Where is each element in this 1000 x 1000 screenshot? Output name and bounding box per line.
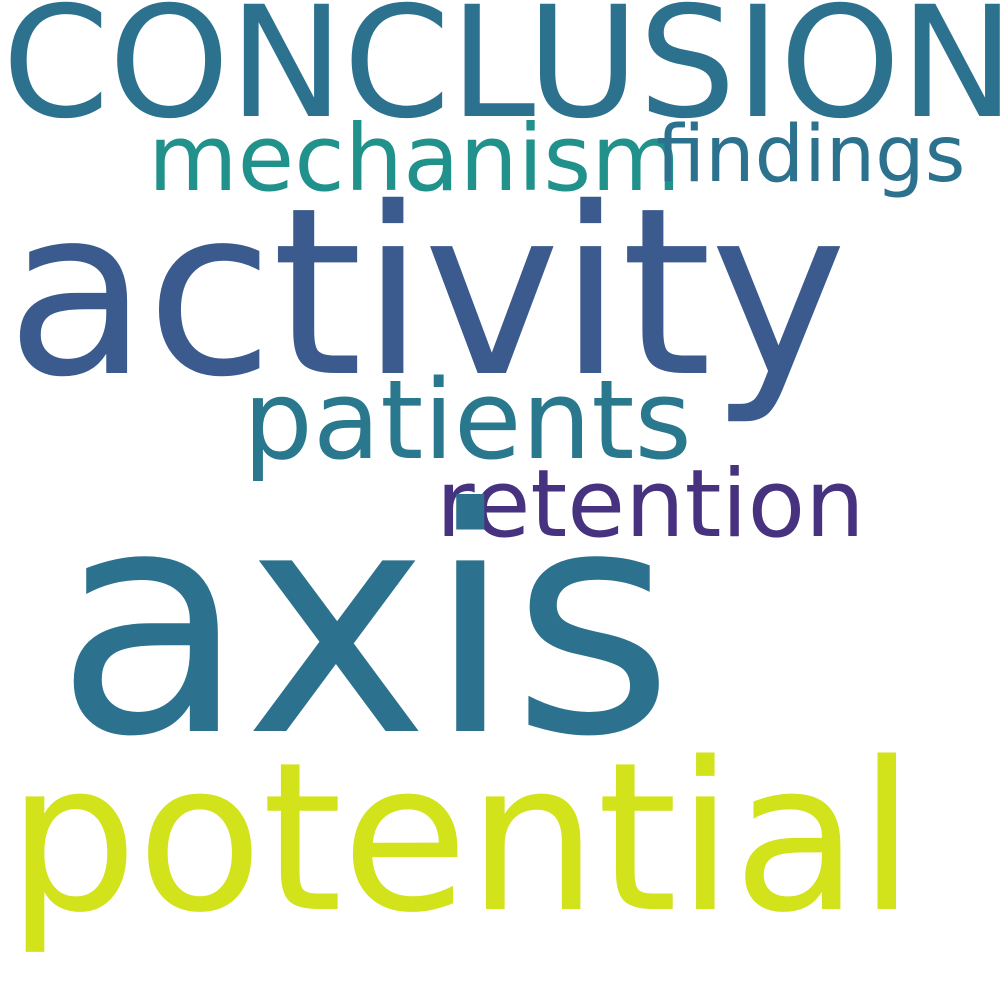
word-findings: findings	[656, 110, 966, 200]
word-retention: retention	[436, 450, 865, 559]
word-conclusions: CONCLUSIONS	[2, 0, 1000, 153]
word-potential: potential	[7, 718, 915, 958]
word-patients: patients	[243, 356, 692, 484]
word-activity: activity	[6, 158, 847, 428]
word-axis: axis	[55, 441, 674, 805]
word-mechanism: mechanism	[148, 105, 681, 212]
